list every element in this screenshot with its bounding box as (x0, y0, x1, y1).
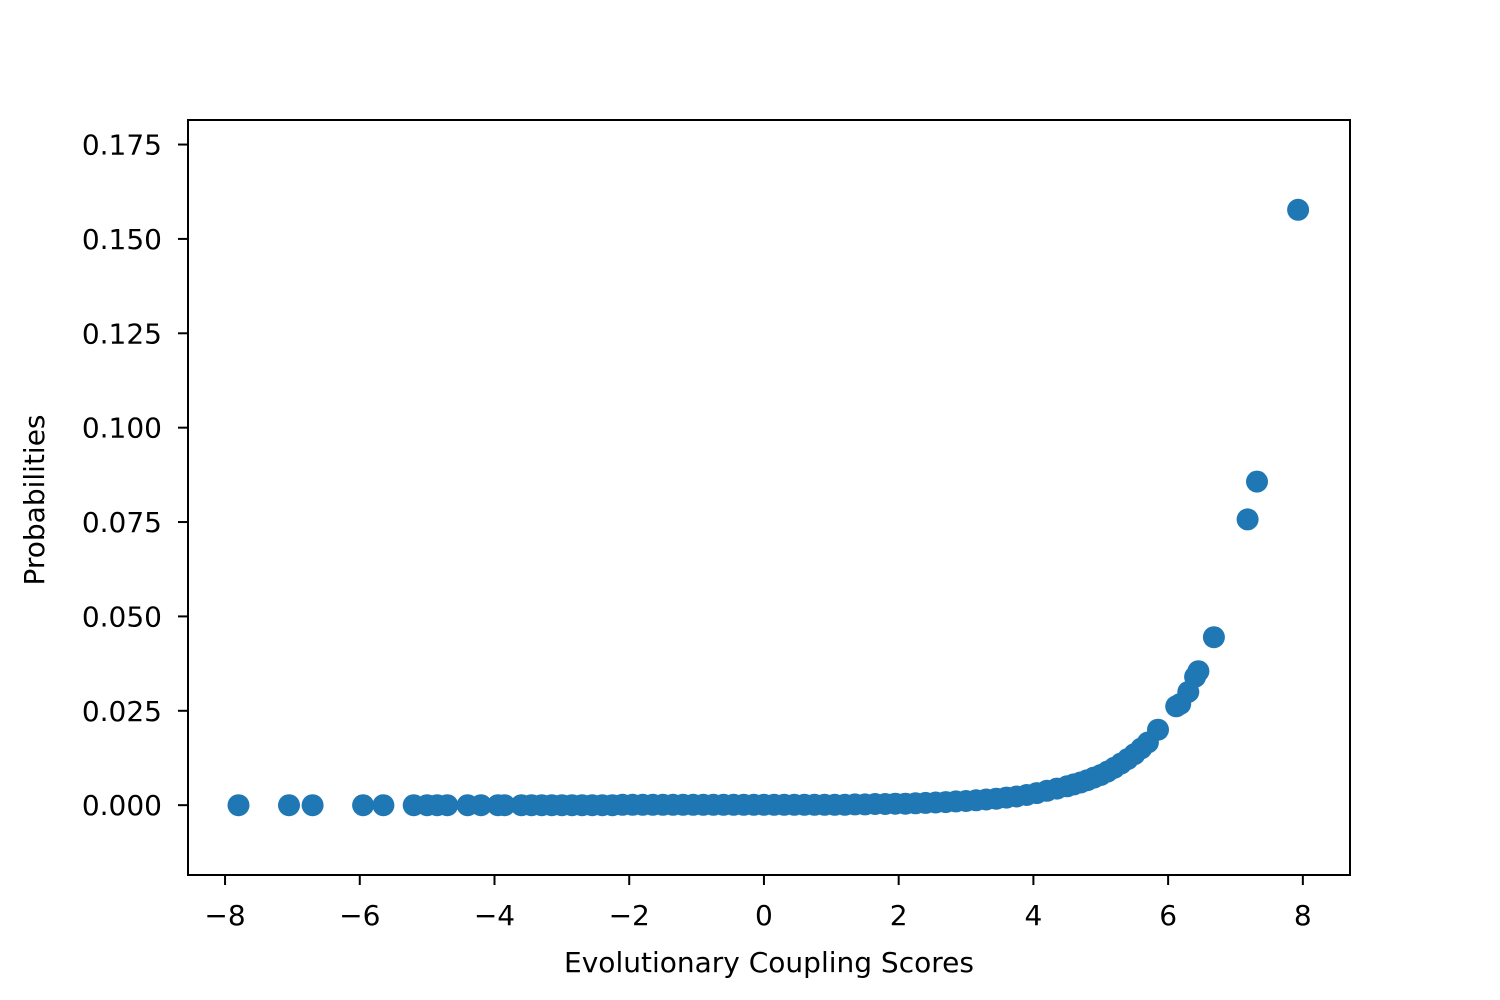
data-point (372, 794, 395, 817)
y-axis-ticks: 0.000 0.025 0.050 0.075 0.100 0.125 0.150 0.175 (82, 129, 188, 822)
data-point (1236, 508, 1259, 531)
x-tick-label: 2 (890, 899, 908, 932)
y-tick-label: 0.025 (82, 695, 162, 728)
data-point (1287, 198, 1310, 221)
y-tick-label: 0.075 (82, 506, 162, 539)
x-tick-label: −6 (339, 899, 380, 932)
data-point (470, 794, 492, 817)
y-tick-label: 0.000 (82, 789, 162, 822)
y-tick-label: 0.150 (82, 223, 162, 256)
data-point (227, 794, 250, 817)
x-tick-label: 0 (755, 899, 773, 932)
data-point (436, 794, 459, 817)
data-point (1147, 718, 1169, 741)
x-tick-label: 8 (1294, 899, 1312, 932)
x-tick-label: −4 (474, 899, 515, 932)
data-point (1246, 470, 1268, 493)
data-point (301, 794, 324, 817)
scatter-points (227, 198, 1310, 817)
data-point (1202, 626, 1225, 649)
x-tick-label: −8 (204, 899, 245, 932)
y-tick-label: 0.125 (82, 317, 162, 350)
y-axis-label: Probabilities (18, 414, 51, 585)
data-point (278, 794, 300, 817)
data-point (1187, 660, 1210, 683)
x-axis-ticks: −8 −6 −4 −2 0 2 4 6 8 (204, 875, 1312, 932)
x-axis-label: Evolutionary Coupling Scores (564, 946, 974, 979)
data-point (493, 794, 516, 817)
y-tick-label: 0.175 (82, 129, 162, 162)
x-tick-label: 4 (1024, 899, 1042, 932)
plot-area-frame (187, 119, 1351, 876)
y-tick-label: 0.050 (82, 600, 162, 633)
x-tick-label: 6 (1159, 899, 1177, 932)
y-tick-label: 0.100 (82, 412, 162, 445)
data-point (352, 794, 375, 817)
x-tick-label: −2 (609, 899, 650, 932)
